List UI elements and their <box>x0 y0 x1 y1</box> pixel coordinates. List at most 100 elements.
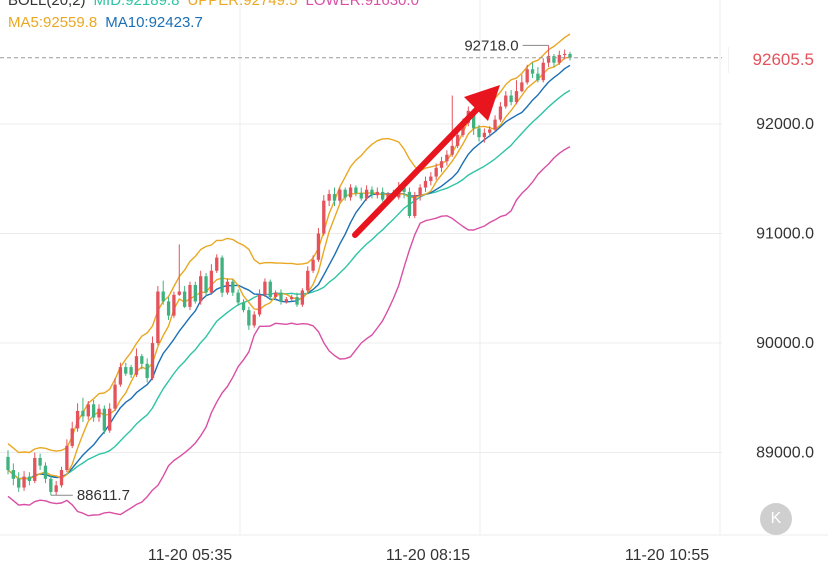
candles <box>6 45 572 496</box>
candle-body <box>514 91 519 103</box>
candle-body <box>482 132 487 138</box>
candle-body <box>375 191 379 196</box>
candle-body <box>552 56 556 63</box>
candle-body <box>86 404 90 417</box>
max-price-label: 92718.0 <box>464 37 518 54</box>
current-price: 92605.5 <box>752 50 814 69</box>
legend-row-boll: BOLL(20,2) MID:92189.8 UPPER:92749.5 LOWER:… <box>8 0 427 9</box>
candle-body <box>429 176 433 181</box>
candle-body <box>407 191 412 216</box>
candle-body <box>150 343 155 379</box>
candle-body <box>477 128 481 138</box>
min-price-label: 88611.7 <box>77 487 130 504</box>
candle-body <box>471 110 476 129</box>
candle-body <box>91 404 96 418</box>
candle-body <box>75 410 80 429</box>
candle-body <box>6 456 10 471</box>
boll-mid-line <box>7 89 571 480</box>
candle-body <box>199 276 203 302</box>
candle-body <box>231 281 235 293</box>
candle-body <box>17 478 21 488</box>
candle-body <box>413 195 417 216</box>
candle-body <box>247 310 251 326</box>
candle-body <box>461 122 465 135</box>
y-tick-label: 89000.0 <box>756 445 814 462</box>
candle-body <box>546 56 551 63</box>
candle-body <box>311 259 315 271</box>
candle-body <box>498 106 503 120</box>
candle-body <box>124 367 128 374</box>
legend-row-ma: MA5:92559.8 MA10:92423.7 <box>8 14 211 31</box>
current-price-tag: 92605.5 <box>728 47 828 73</box>
candle-body <box>316 233 321 260</box>
candle-body <box>423 180 428 188</box>
candle-body <box>530 69 535 74</box>
candle-body <box>182 291 187 307</box>
candle-body <box>562 53 567 56</box>
candle-body <box>354 187 358 193</box>
candle-body <box>215 257 219 271</box>
boll-upper-label: UPPER:92749.5 <box>187 0 298 9</box>
candle-body <box>145 363 149 379</box>
candle-body <box>188 284 192 307</box>
candle-body <box>525 69 529 83</box>
candle-body <box>520 82 524 92</box>
candle-body <box>118 367 123 385</box>
candle-body <box>536 73 540 81</box>
x-tick-label: 11-20 10:55 <box>625 547 709 564</box>
grid <box>0 0 828 536</box>
x-tick-label: 11-20 08:15 <box>386 547 470 564</box>
candle-body <box>27 476 32 481</box>
k-line-toggle-button[interactable]: K <box>760 503 792 535</box>
y-tick-label: 92000.0 <box>756 116 814 133</box>
annotations: 92718.0 88611.7 <box>0 37 722 504</box>
candle-body <box>381 191 385 200</box>
candle-body <box>140 356 144 364</box>
candle-body <box>504 95 508 107</box>
y-tick-label: 91000.0 <box>756 226 814 243</box>
boll-mid-label: MID:92189.8 <box>93 0 180 9</box>
candle-body <box>22 476 26 488</box>
candle-body <box>273 292 278 298</box>
candle-body <box>166 301 171 316</box>
candle-body <box>493 119 497 130</box>
boll-lower-line <box>7 146 571 517</box>
candle-body <box>161 291 165 302</box>
candle-body <box>220 257 224 293</box>
candle-body <box>279 292 283 302</box>
candle-body <box>332 194 337 201</box>
candle-body <box>102 408 107 431</box>
candle-body <box>359 192 363 199</box>
candle-body <box>568 53 572 58</box>
candle-body <box>209 270 214 293</box>
candle-body <box>364 189 369 199</box>
candle-body <box>268 281 272 298</box>
candle-body <box>509 95 513 103</box>
candle-body <box>338 189 342 201</box>
y-axis: 92000.0 91000.0 90000.0 89000.0 <box>756 116 814 462</box>
candle-body <box>134 356 139 375</box>
candle-body <box>129 367 133 375</box>
candle-body <box>33 457 37 481</box>
candle-body <box>295 297 299 305</box>
candle-body <box>204 276 208 293</box>
candle-body <box>290 297 294 300</box>
x-tick-label: 11-20 05:35 <box>148 547 232 564</box>
ma10-line <box>7 64 571 480</box>
candle-body <box>434 167 438 177</box>
candle-body <box>172 294 176 316</box>
candle-body <box>450 145 454 155</box>
k-icon: K <box>770 510 782 527</box>
candle-body <box>418 187 422 196</box>
candle-body <box>541 62 545 81</box>
candle-body <box>557 55 561 63</box>
candle-body <box>54 485 58 492</box>
y-tick-label: 90000.0 <box>756 335 814 352</box>
candle-body <box>65 445 69 471</box>
boll-label: BOLL(20,2) <box>8 0 86 9</box>
candle-body <box>177 291 181 295</box>
candle-body <box>113 384 117 409</box>
candle-body <box>38 457 42 466</box>
candle-body <box>156 291 160 343</box>
